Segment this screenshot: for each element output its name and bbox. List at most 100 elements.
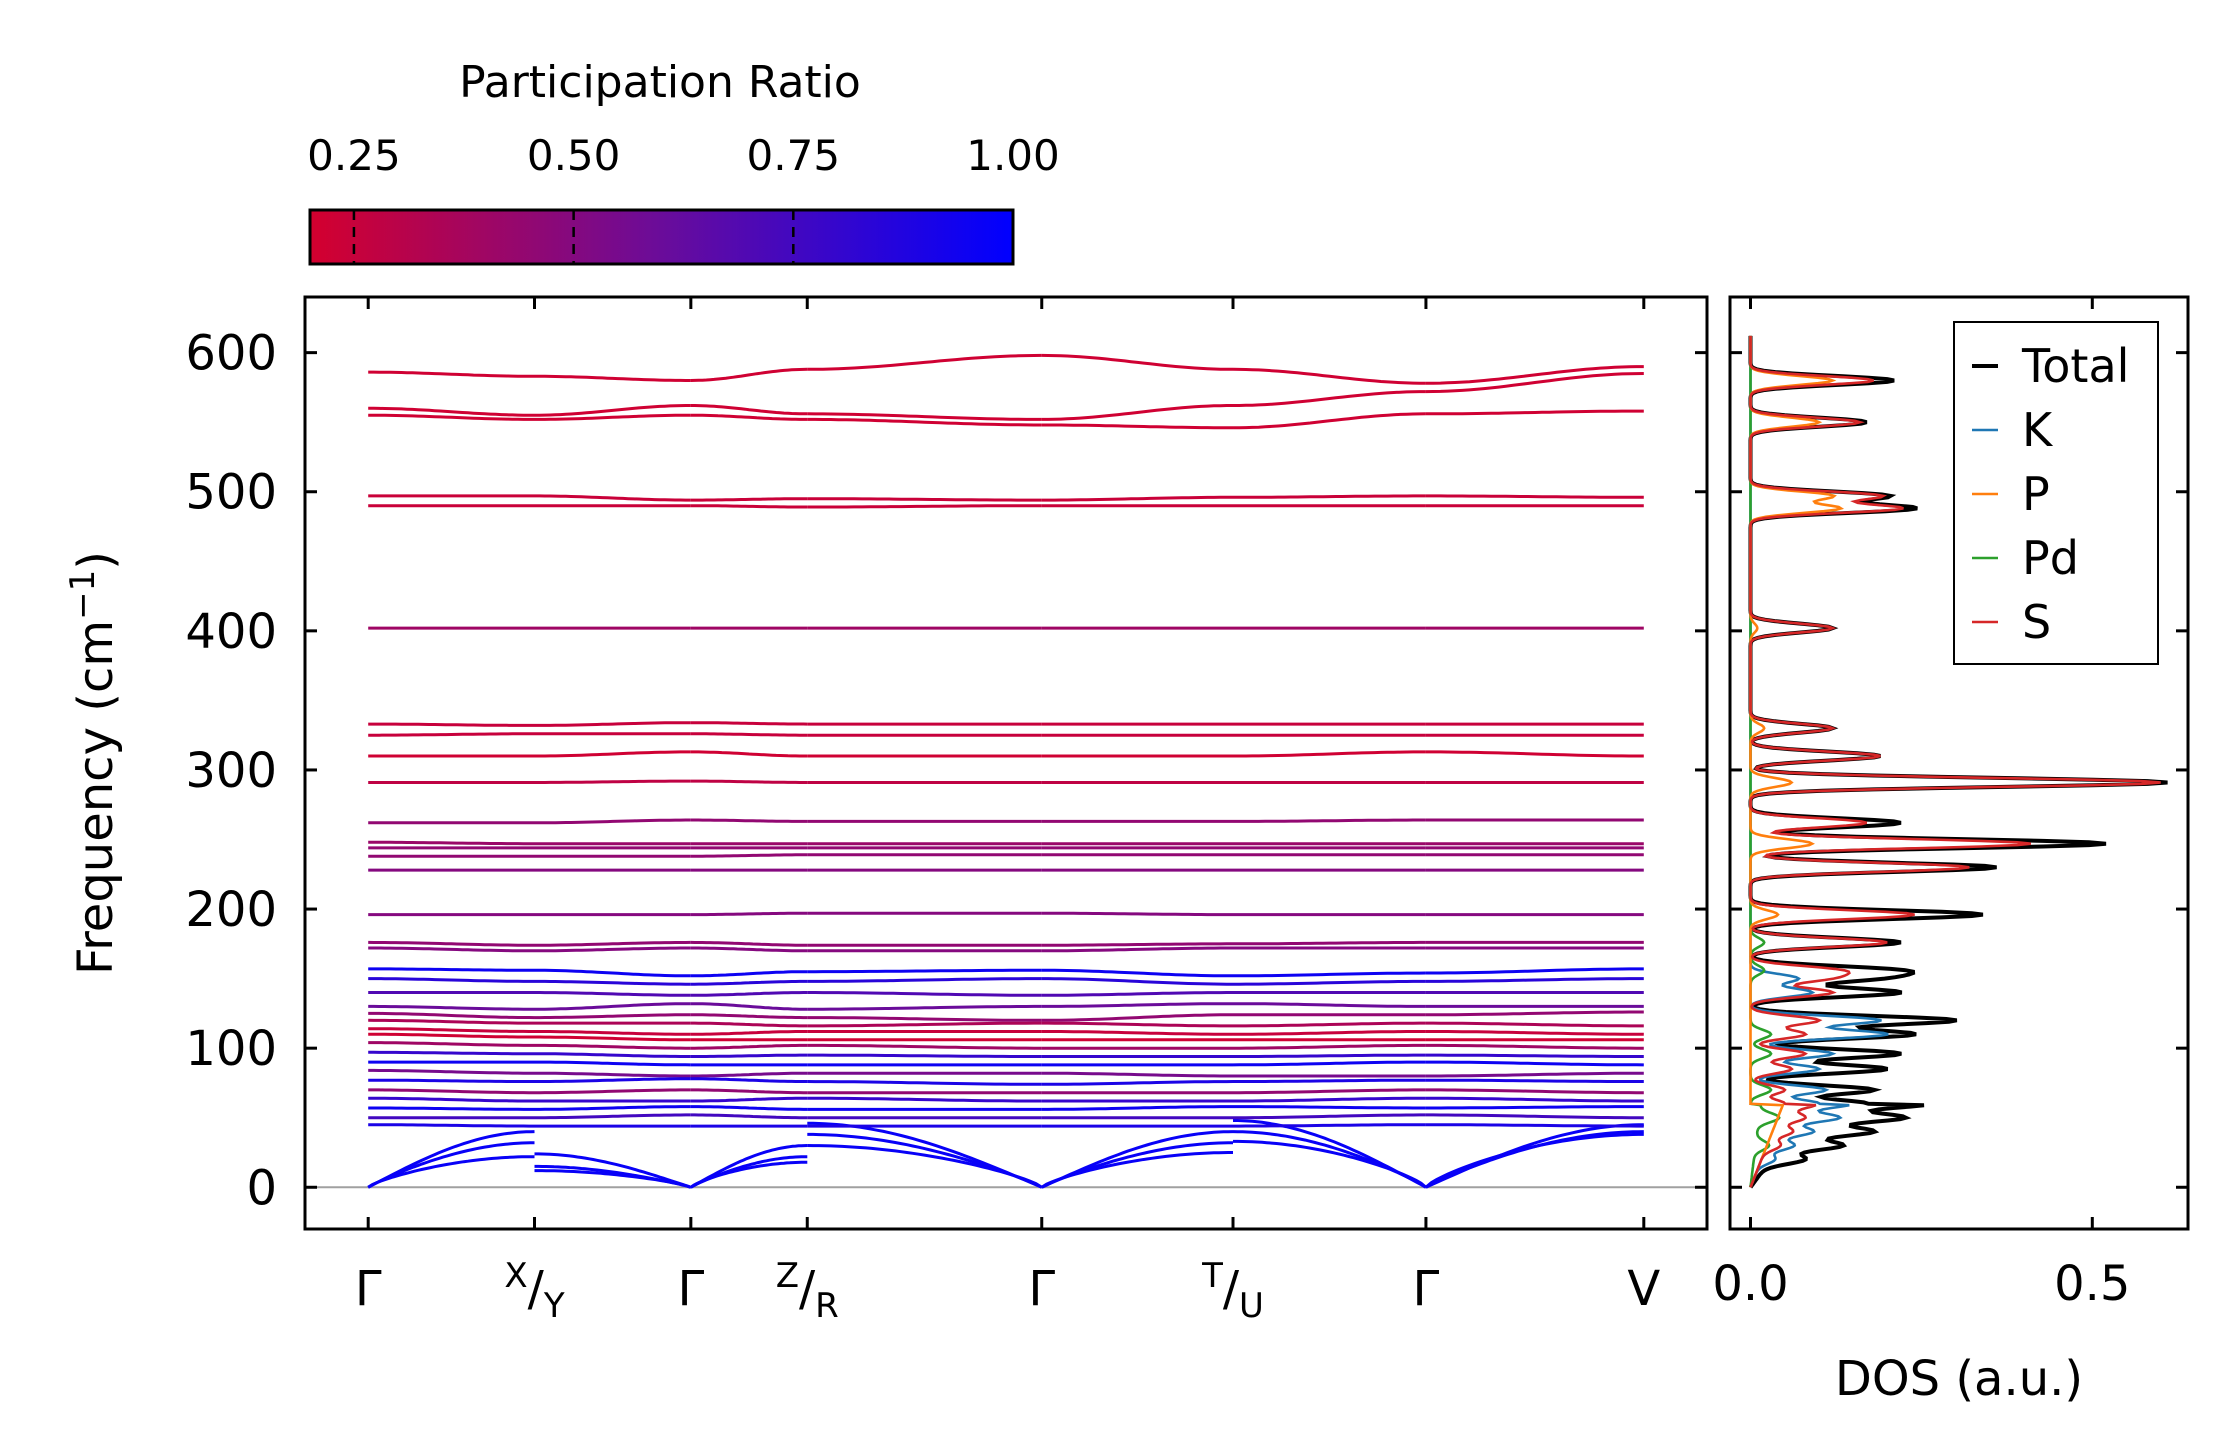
optical-branch xyxy=(1041,968,1233,978)
optical-branch xyxy=(1041,911,1233,917)
band-x-ticks: Γ X/Y Γ Z/R Γ T/U Γ V xyxy=(355,297,1660,1326)
optical-branch xyxy=(1425,1071,1644,1078)
optical-branch xyxy=(368,1068,535,1075)
optical-branch xyxy=(1425,1021,1644,1028)
optical-branch xyxy=(807,1004,1042,1011)
x-tick-label: Γ xyxy=(1028,1261,1055,1317)
optical-branch xyxy=(1425,1043,1644,1050)
optical-branch xyxy=(690,1077,808,1083)
optical-branch xyxy=(368,1078,535,1083)
colorbar-ticks: 0.25 0.50 0.75 1.00 xyxy=(307,131,1060,264)
optical-branch xyxy=(1425,1123,1644,1128)
optical-branch xyxy=(807,353,1042,371)
optical-branch xyxy=(1233,1021,1426,1028)
optical-branch xyxy=(690,1043,808,1050)
optical-branch xyxy=(1041,977,1233,986)
optical-branch xyxy=(1041,353,1233,371)
x-tick-label: V xyxy=(1627,1261,1660,1317)
acoustic-branch xyxy=(690,1144,808,1189)
acoustic-branch xyxy=(534,1152,692,1189)
acoustic-branch xyxy=(690,1155,808,1189)
dos-x-tick-label: 0.0 xyxy=(1712,1256,1788,1312)
optical-branch xyxy=(1425,1053,1644,1058)
acoustic-branch xyxy=(367,1141,535,1189)
x-tick-label: Γ xyxy=(677,1261,704,1317)
optical-branch xyxy=(690,1013,808,1020)
optical-branch xyxy=(807,497,1042,502)
optical-branch xyxy=(534,1043,691,1050)
optical-branch xyxy=(1425,494,1644,499)
optical-branch xyxy=(690,1053,808,1058)
optical-branch xyxy=(534,1052,691,1058)
optical-branch xyxy=(1041,942,1233,947)
optical-branch xyxy=(690,946,808,953)
acoustic-branch xyxy=(689,1160,808,1189)
optical-branch xyxy=(1425,750,1644,758)
optical-branch xyxy=(690,1021,808,1028)
optical-branch xyxy=(1041,404,1233,421)
optical-branch xyxy=(368,946,535,953)
legend-label: Pd xyxy=(2022,531,2079,585)
optical-branch xyxy=(1233,979,1426,986)
optical-branch xyxy=(1041,1030,1234,1036)
colorbar-tick-label: 1.00 xyxy=(966,131,1060,180)
x-tick-label-split: Z/R xyxy=(776,1256,839,1326)
optical-branch xyxy=(1233,1123,1426,1128)
optical-branch xyxy=(690,732,808,737)
y-tick-label: 500 xyxy=(185,465,277,521)
optical-branch xyxy=(1233,818,1426,823)
colorbar-title: Participation Ratio xyxy=(459,57,861,108)
optical-branch xyxy=(534,968,691,978)
optical-branch xyxy=(1233,494,1426,499)
y-tick-label: 400 xyxy=(185,604,277,660)
acoustic-branch xyxy=(1424,1132,1644,1189)
optical-branch xyxy=(807,991,1042,997)
legend-label: K xyxy=(2022,403,2054,457)
acoustic-branch xyxy=(367,1130,535,1189)
optical-branch xyxy=(690,367,808,382)
optical-branch xyxy=(534,1105,691,1111)
colorbar-tick-label: 0.25 xyxy=(307,131,401,180)
optical-branch xyxy=(534,1013,691,1020)
optical-branch xyxy=(534,779,691,784)
optical-branch xyxy=(368,1032,535,1039)
optical-branch xyxy=(534,404,691,417)
optical-branch xyxy=(807,977,1042,983)
optical-branch xyxy=(807,412,1042,421)
optical-branch xyxy=(690,497,808,502)
optical-branch xyxy=(807,1021,1042,1028)
optical-branch xyxy=(534,1030,691,1036)
optical-branch xyxy=(1233,750,1426,758)
optical-branch xyxy=(1425,1030,1644,1036)
y-tick-label: 100 xyxy=(185,1021,277,1077)
band-y-ticks: 0 100 200 300 400 500 600 xyxy=(185,326,1707,1216)
optical-branch xyxy=(368,1041,535,1047)
colorbar: Participation Ratio 0.25 0.50 0.75 1.00 xyxy=(307,57,1060,266)
optical-branch xyxy=(1041,1105,1233,1111)
optical-branch xyxy=(690,750,808,758)
optical-branch xyxy=(368,1106,535,1111)
optical-branch xyxy=(690,779,808,784)
acoustic-branch xyxy=(1040,1151,1233,1189)
optical-branch xyxy=(1425,365,1644,385)
optical-branch xyxy=(534,1088,691,1095)
optical-branch xyxy=(1425,1088,1644,1095)
y-tick-label: 0 xyxy=(246,1160,277,1216)
dos-x-tick-label: 0.5 xyxy=(2054,1256,2130,1312)
acoustic-branch xyxy=(367,1155,535,1189)
legend-label: S xyxy=(2022,595,2051,649)
optical-branch xyxy=(368,1123,535,1128)
optical-branch xyxy=(1233,1105,1426,1110)
optical-branch xyxy=(368,1018,535,1025)
acoustic-branch xyxy=(534,1169,692,1189)
optical-branch xyxy=(690,1030,808,1036)
optical-branch xyxy=(1425,1113,1644,1120)
optical-branch xyxy=(1425,1096,1644,1103)
optical-branch xyxy=(690,911,808,917)
optical-branch xyxy=(807,1016,1042,1022)
optical-branch xyxy=(534,979,691,986)
optical-branch xyxy=(1425,409,1644,416)
optical-branch xyxy=(1041,1002,1233,1008)
optical-branch xyxy=(368,732,535,737)
y-tick-label: 600 xyxy=(185,326,277,382)
